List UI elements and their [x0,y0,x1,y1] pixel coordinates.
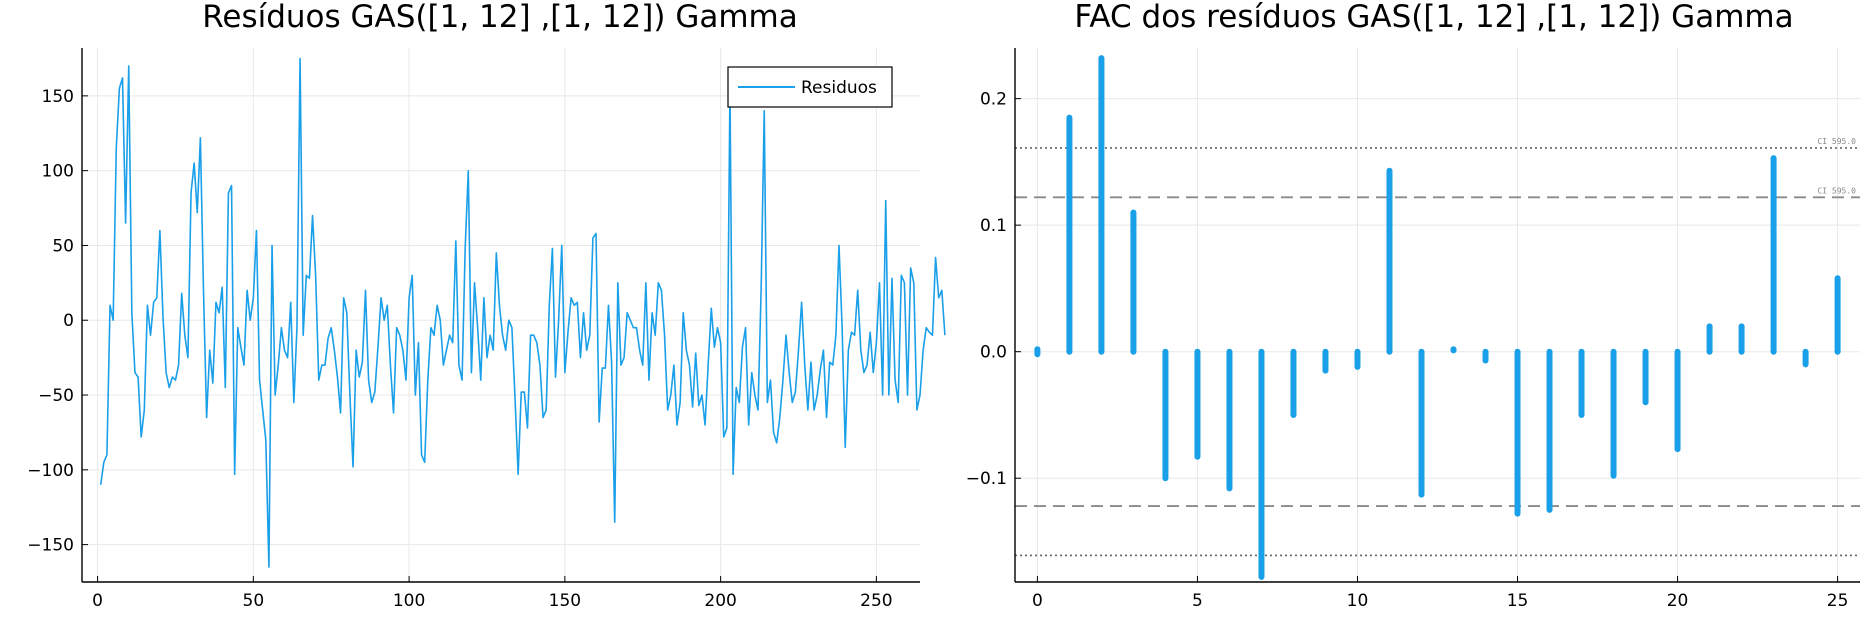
acf-confidence-lines: CI 595.0 CI 595.0 [1015,137,1860,557]
acf-title: FAC dos resíduos GAS([1, 12] ,[1, 12]) G… [1074,0,1793,35]
x-tick-label: 20 [1667,591,1689,611]
y-tick-label: 0.0 [980,343,1007,363]
x-tick-label: 15 [1507,591,1529,611]
y-tick-label: 0.2 [980,90,1007,110]
ci-label: CI 595.0 [1817,186,1856,195]
x-tick-label: 25 [1827,591,1849,611]
x-tick-label: 250 [860,591,892,611]
acf-axes [1014,48,1860,583]
acf-bars [1034,55,1841,580]
residuals-tick-labels: 0 50 100 150 200 250 −150 −100 −50 0 50 100 150 [27,87,892,611]
y-tick-label: 150 [42,87,74,107]
y-tick-label: −0.1 [966,469,1007,489]
x-tick-label: 5 [1192,591,1203,611]
residuals-axes [81,48,920,583]
x-tick-label: 0 [1032,591,1043,611]
legend-label: Residuos [801,78,877,98]
x-tick-label: 200 [704,591,736,611]
x-tick-label: 50 [243,591,265,611]
residuals-title: Resíduos GAS([1, 12] ,[1, 12]) Gamma [202,0,797,35]
acf-grid [1015,48,1860,582]
x-tick-label: 10 [1347,591,1369,611]
residuals-line [99,57,946,568]
ci-label: CI 595.0 [1817,137,1856,146]
y-tick-label: 0 [63,311,74,331]
residuals-panel: Resíduos GAS([1, 12] ,[1, 12]) Gamma 0 50… [27,0,946,611]
y-tick-label: −50 [38,386,74,406]
acf-tick-labels: 0 5 10 15 20 25 −0.1 0.0 0.1 0.2 [966,90,1849,611]
residuals-legend: Residuos [727,66,893,108]
y-tick-label: −150 [27,536,74,556]
x-tick-label: 100 [393,591,425,611]
acf-panel: FAC dos resíduos GAS([1, 12] ,[1, 12]) G… [966,0,1860,611]
y-tick-label: 50 [52,236,74,256]
y-tick-label: 100 [42,162,74,182]
y-tick-label: 0.1 [980,216,1007,236]
x-tick-label: 0 [92,591,103,611]
x-tick-label: 150 [549,591,581,611]
y-tick-label: −100 [27,461,74,481]
